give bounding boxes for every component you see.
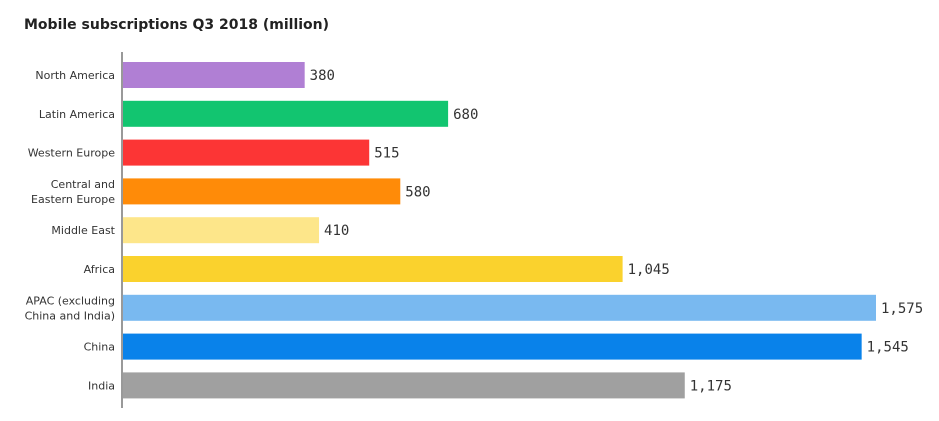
category-label-latin-america: Latin America [39,108,115,121]
category-label-apac-excluding-china-and-india: APAC (excluding China and India) [25,294,115,322]
chart-title: Mobile subscriptions Q3 2018 (million) [24,17,330,33]
value-label-china: 1,545 [867,340,909,356]
bar-china [123,333,862,360]
category-label-africa: Africa [84,263,115,276]
value-label-north-america: 380 [310,68,335,84]
bar-middle-east [123,217,320,244]
value-label-apac-excluding-china-and-india: 1,575 [881,301,923,317]
value-label-western-europe: 515 [374,146,399,162]
bar-central-and-eastern-europe [123,178,401,205]
bar-apac-excluding-china-and-india [123,294,876,321]
value-label-latin-america: 680 [453,107,478,123]
category-label-china: China [84,341,115,354]
value-label-central-and-eastern-europe: 580 [405,184,430,200]
category-label-north-america: North America [35,69,115,82]
bar-india [123,372,685,399]
category-labels: North America Latin America Western Europe… [25,69,116,392]
bar-latin-america [123,100,449,127]
bar-africa [123,256,623,282]
category-label-india: India [88,379,115,392]
value-labels: 380 680 515 580 410 1,045 1,575 1,545 1,175 [310,68,923,394]
category-label-central-and-eastern-europe: Central and Eastern Europe [31,178,115,206]
value-label-india: 1,175 [690,378,732,394]
bar-western-europe [123,139,370,166]
category-label-middle-east: Middle East [51,224,115,237]
category-label-western-europe: Western Europe [28,147,116,160]
value-label-africa: 1,045 [628,262,670,278]
bar-north-america [123,62,305,88]
bars [123,62,876,399]
value-label-middle-east: 410 [324,223,349,239]
